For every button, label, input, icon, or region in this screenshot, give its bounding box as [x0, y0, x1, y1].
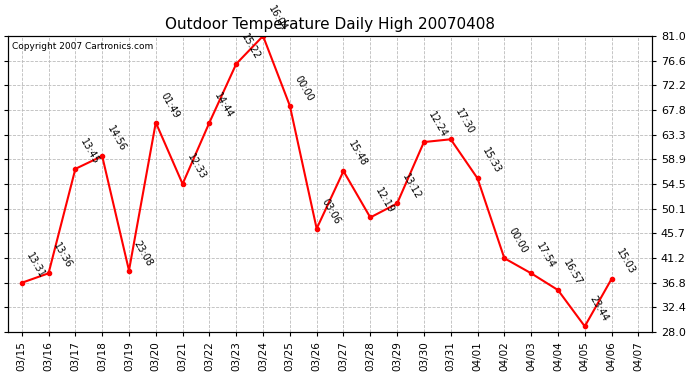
Text: 23:08: 23:08 [132, 238, 155, 268]
Text: 13:12: 13:12 [400, 172, 422, 201]
Text: 13:36: 13:36 [51, 242, 74, 270]
Text: 13:45: 13:45 [78, 137, 101, 166]
Text: 12:33: 12:33 [186, 152, 208, 181]
Text: 15:33: 15:33 [480, 147, 503, 176]
Text: 14:56: 14:56 [105, 124, 128, 153]
Text: 01:49: 01:49 [159, 91, 181, 120]
Text: 00:00: 00:00 [507, 226, 530, 255]
Text: 15:22: 15:22 [239, 32, 262, 61]
Text: 15:03: 15:03 [614, 247, 637, 276]
Text: 16:04: 16:04 [266, 4, 288, 33]
Text: 17:54: 17:54 [534, 241, 557, 270]
Text: 17:30: 17:30 [453, 107, 476, 136]
Text: 23:44: 23:44 [588, 294, 610, 324]
Text: 00:00: 00:00 [293, 74, 315, 103]
Text: 03:06: 03:06 [319, 197, 342, 226]
Text: 12:24: 12:24 [426, 110, 449, 139]
Text: 14:44: 14:44 [213, 91, 235, 120]
Text: 13:31: 13:31 [25, 251, 47, 280]
Text: 12:19: 12:19 [373, 186, 395, 214]
Title: Outdoor Temperature Daily High 20070408: Outdoor Temperature Daily High 20070408 [165, 17, 495, 32]
Text: 15:48: 15:48 [346, 139, 369, 168]
Text: 16:57: 16:57 [561, 258, 584, 287]
Text: Copyright 2007 Cartronics.com: Copyright 2007 Cartronics.com [12, 42, 152, 51]
